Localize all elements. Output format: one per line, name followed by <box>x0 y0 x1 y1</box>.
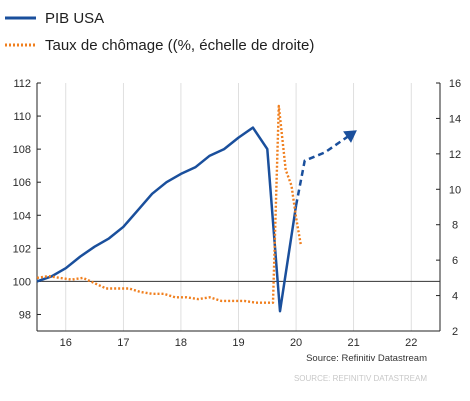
x-tick-label-16: 16 <box>60 337 72 349</box>
source-note: Source: Refinitiv Datastream <box>306 353 427 364</box>
y-right-tick-label-8: 8 <box>452 220 458 232</box>
y-left-tick-label-110: 110 <box>13 111 31 123</box>
faint-footer: SOURCE: REFINITIV DATASTREAM <box>294 374 427 383</box>
y-right-tick-label-12: 12 <box>449 149 461 161</box>
y-left-tick-label-98: 98 <box>19 309 31 321</box>
forecast-arrowhead <box>343 130 357 143</box>
series-line-unemployment <box>36 104 302 304</box>
legend-label-gdp: PIB USA <box>45 10 104 27</box>
x-tick-label-20: 20 <box>290 337 302 349</box>
y-left-tick-label-100: 100 <box>13 276 31 288</box>
x-tick-label-19: 19 <box>232 337 244 349</box>
tick-labels: 98 100 102 104 106 108 110 112 2 4 6 8 10 12 14 16 16 17 1… <box>13 78 461 349</box>
y-right-tick-label-2: 2 <box>452 326 458 338</box>
y-right-tick-label-16: 16 <box>449 78 461 90</box>
series-line-gdp_forecast <box>294 131 355 206</box>
x-tick-label-21: 21 <box>348 337 360 349</box>
x-tick-label-17: 17 <box>117 337 129 349</box>
legend-label-unemployment: Taux de chômage ((%, échelle de droite) <box>45 37 314 54</box>
y-right-tick-label-6: 6 <box>452 255 458 267</box>
y-left-tick-label-108: 108 <box>13 144 31 156</box>
x-tick-label-18: 18 <box>175 337 187 349</box>
y-left-tick-label-112: 112 <box>13 78 31 90</box>
grid-lines <box>65 83 412 331</box>
y-right-tick-label-4: 4 <box>452 291 458 303</box>
y-left-tick-label-106: 106 <box>13 177 31 189</box>
y-right-tick-label-14: 14 <box>449 113 461 125</box>
y-left-tick-label-104: 104 <box>13 210 31 222</box>
y-right-tick-label-10: 10 <box>449 184 461 196</box>
series-line-gdp <box>36 126 298 313</box>
series-layer <box>36 104 357 313</box>
axes <box>36 82 441 332</box>
x-tick-label-22: 22 <box>405 337 417 349</box>
legend: PIB USA Taux de chômage ((%, échelle de … <box>5 10 314 54</box>
y-left-tick-label-102: 102 <box>13 243 31 255</box>
